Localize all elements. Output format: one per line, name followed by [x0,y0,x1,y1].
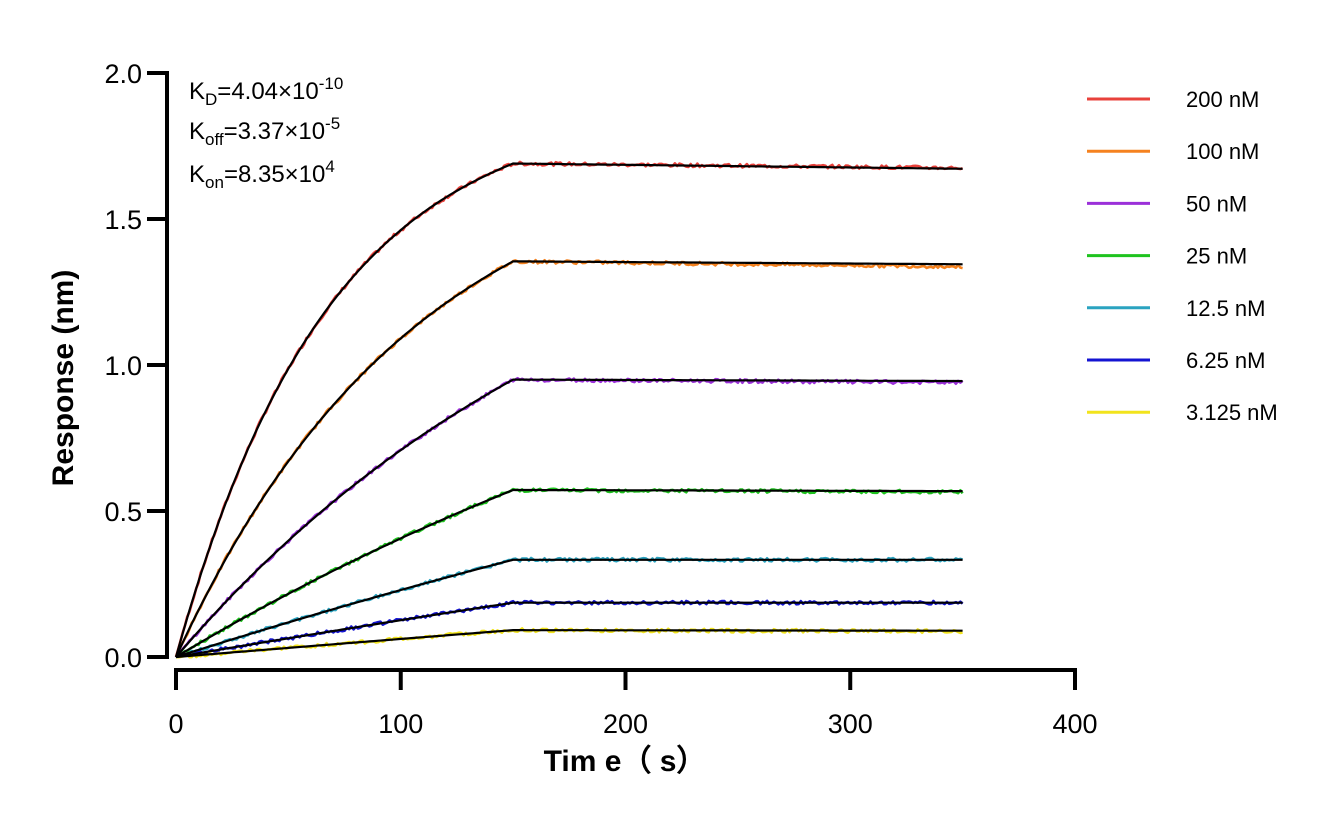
fit-curves [174,162,963,659]
y-tick-label: 0.0 [104,643,142,673]
legend-label: 3.125 nM [1186,400,1278,425]
traces [174,160,964,659]
fit-200-nM [174,162,963,658]
trace-3_125-nM [175,627,963,659]
y-axis-title: Response (nm) [47,270,80,487]
legend-label: 12.5 nM [1186,296,1266,321]
fit-100-nM [175,260,963,658]
legend-label: 6.25 nM [1186,348,1266,373]
fit-50-nM [175,378,963,658]
y-tick-label: 1.5 [104,205,142,235]
x-tick-label: 200 [603,709,648,739]
trace-100-nM [174,258,963,658]
trace-200-nM [174,160,964,658]
x-ticks: 0 100 200 300 400 [168,670,1098,739]
trace-12_5-nM [175,556,963,659]
fit-3_125-nM [175,629,963,659]
y-ticks: 0.0 0.5 1.0 1.5 2.0 [104,59,167,673]
x-tick-label: 0 [168,709,183,739]
kd-annotation: KD=4.04×10-10 [189,74,343,109]
legend-label: 25 nM [1186,244,1247,269]
fit-25-nM [175,488,963,658]
trace-50-nM [174,376,964,658]
fit-12_5-nM [175,558,963,659]
x-tick-label: 300 [828,709,873,739]
legend-label: 200 nM [1186,87,1259,112]
x-tick-label: 400 [1052,709,1097,739]
legend-label: 100 nM [1186,139,1259,164]
x-tick-label: 100 [378,709,423,739]
fit-6_25-nM [175,601,963,659]
legend-label: 50 nM [1186,191,1247,216]
legend: 200 nM 100 nM 50 nM 25 nM 12.5 nM 6.25 nM 3.12… [1087,87,1278,425]
koff-annotation: Koff=3.37×10-5 [189,114,340,149]
x-axis-title: Tim e（ s） [544,744,707,778]
axes: 0.0 0.5 1.0 1.5 2.0 0 100 200 300 400 [104,59,1097,739]
kon-annotation: Kon=8.35×104 [189,157,335,192]
y-tick-label: 0.5 [104,497,142,527]
kinetic-constants: KD=4.04×10-10 Koff=3.37×10-5 Kon=8.35×10… [189,74,343,192]
y-tick-label: 1.0 [104,351,142,381]
y-tick-label: 2.0 [104,59,142,89]
